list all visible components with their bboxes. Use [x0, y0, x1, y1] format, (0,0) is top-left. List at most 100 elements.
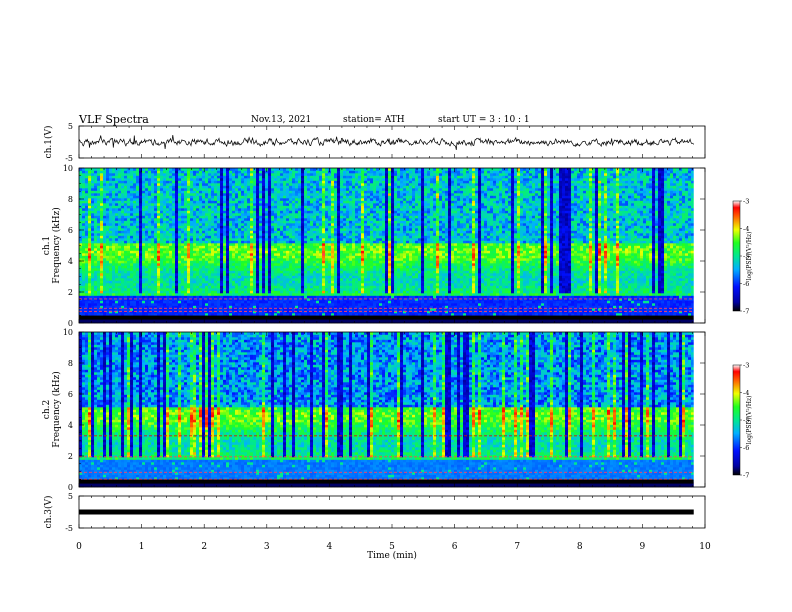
spectrogram-cell [232, 276, 235, 279]
spectrogram-cell [523, 268, 526, 271]
spectrogram-cell [361, 293, 364, 296]
spectrogram-cell [631, 268, 634, 271]
spectrogram-cell [538, 288, 541, 291]
spectrogram-cell [226, 293, 229, 296]
spectrogram-cell [388, 296, 391, 299]
spectrogram-cell [466, 288, 469, 291]
spectrogram-cell [280, 311, 283, 314]
spectrogram-cell [583, 286, 586, 289]
spectrogram-cell [670, 301, 673, 304]
spectrogram-cell [313, 293, 316, 296]
spectrogram-cell [523, 301, 526, 304]
spectrogram-cell [331, 281, 334, 284]
spectrogram-cell [469, 291, 472, 294]
spectrogram-cell [634, 268, 637, 271]
spectrogram-cell [517, 281, 520, 284]
spectrogram-cell [88, 293, 91, 296]
spectrogram-cell [613, 301, 616, 304]
spectrogram-cell [283, 271, 286, 274]
spectrogram-cell [562, 296, 565, 299]
spectrogram-cell [439, 273, 442, 276]
spectrogram-cell [577, 286, 580, 289]
spectrogram-cell [667, 278, 670, 281]
spectrogram-cell [502, 313, 505, 316]
spectrogram-cell [460, 311, 463, 314]
spectrogram-cell [472, 303, 475, 306]
spectrogram-cell [301, 276, 304, 279]
spectrogram-cell [190, 301, 193, 304]
spectrogram-cell [217, 286, 220, 289]
spectrogram-cell [550, 271, 553, 274]
spectrogram-cell [436, 303, 439, 306]
spectrogram-cell [631, 311, 634, 314]
spectrogram-cell [160, 283, 163, 286]
spectrogram-cell [106, 288, 109, 291]
spectrogram-cell [535, 293, 538, 296]
spectrogram-cell [229, 313, 232, 316]
spectrogram-cell [613, 313, 616, 316]
spectrogram-cell [139, 271, 142, 274]
spectrogram-cell [514, 296, 517, 299]
spectrogram-cell [547, 313, 550, 316]
spectrogram-cell [457, 273, 460, 276]
spectrogram-cell [136, 311, 139, 314]
spectrogram-cell [523, 293, 526, 296]
spectrogram-cell [157, 276, 160, 279]
spectrogram-cell [664, 273, 667, 276]
spectrogram-cell [160, 291, 163, 294]
spectrogram-cell [118, 261, 121, 264]
spectrogram-cell [301, 271, 304, 274]
spectrogram-cell [613, 266, 616, 269]
spectrogram-cell [463, 266, 466, 269]
spectrogram-cell [373, 311, 376, 314]
spectrogram-cell [598, 311, 601, 314]
spectrogram-cell [403, 266, 406, 269]
spectrogram-cell [472, 313, 475, 316]
spectrogram-cell [568, 283, 571, 286]
spectrogram-cell [400, 281, 403, 284]
spectrogram-cell [478, 311, 481, 314]
spectrogram-cell [640, 286, 643, 289]
spectrogram-cell [442, 288, 445, 291]
spectrogram-cell [151, 311, 154, 314]
spectrogram-cell [601, 288, 604, 291]
spectrogram-cell [157, 271, 160, 274]
spectrogram-cell [457, 268, 460, 271]
spectrogram-cell [136, 261, 139, 264]
spectrogram-cell [217, 271, 220, 274]
spectrogram-cell [457, 311, 460, 314]
spectrogram-cell [511, 293, 514, 296]
spectrogram-cell [496, 303, 499, 306]
spectrogram-cell [364, 263, 367, 266]
spectrogram-cell [451, 293, 454, 296]
spectrogram-cell [562, 276, 565, 279]
spectrogram-cell [583, 291, 586, 294]
spectrogram-cell [352, 301, 355, 304]
spectrogram-cell [469, 303, 472, 306]
spectrogram-cell [316, 303, 319, 306]
spectrogram-cell [409, 278, 412, 281]
spectrogram-cell [94, 311, 97, 314]
spectrogram-cell [568, 296, 571, 299]
spectrogram-cell [625, 283, 628, 286]
spectrogram-cell [478, 263, 481, 266]
spectrogram-cell [193, 283, 196, 286]
spectrogram-cell [244, 293, 247, 296]
spectrogram-cell [364, 281, 367, 284]
spectrogram-cell [445, 286, 448, 289]
spectrogram-cell [679, 263, 682, 266]
spectrogram-cell [670, 283, 673, 286]
spectrogram-cell [298, 261, 301, 264]
spectrogram-cell [343, 291, 346, 294]
spectrogram-cell [142, 271, 145, 274]
spectrogram-cell [622, 286, 625, 289]
spectrogram-cell [430, 291, 433, 294]
spectrogram-cell [145, 288, 148, 291]
spectrogram-cell [415, 286, 418, 289]
spectrogram-cell [244, 261, 247, 264]
spectrogram-cell [643, 273, 646, 276]
spectrogram-cell [553, 303, 556, 306]
spectrogram-cell [616, 276, 619, 279]
spectrogram-cell [139, 261, 142, 264]
spectrogram-cell [247, 273, 250, 276]
